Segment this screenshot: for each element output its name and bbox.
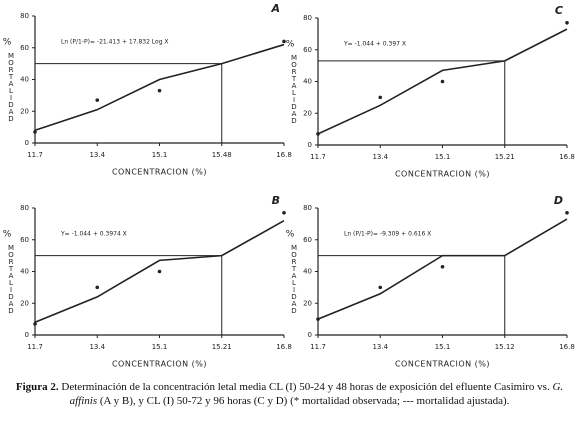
panel-label: D <box>554 194 563 207</box>
y-tick-label: 60 <box>20 236 29 244</box>
observed-point <box>157 269 162 274</box>
y-tick-label: 0 <box>308 141 312 149</box>
reference-line <box>318 255 506 335</box>
fitted-line <box>34 43 285 132</box>
observed-point <box>95 98 100 102</box>
observed-point <box>33 322 37 326</box>
y-axis-title: MORTALIDAD <box>7 52 15 122</box>
x-tick-label: 15.21 <box>495 153 515 161</box>
fitted-line <box>317 28 568 135</box>
caption-label: Figura 2. <box>15 381 59 393</box>
x-tick-label: 16.8 <box>559 343 575 351</box>
y-tick-label: 80 <box>20 12 29 20</box>
y-tick-label: 0 <box>308 331 312 339</box>
x-tick-label: 11.7 <box>310 153 326 161</box>
x-tick-label: 16.8 <box>276 343 292 351</box>
y-tick-label: 80 <box>303 14 312 22</box>
caption: Figura 2. Determinación de la concentrac… <box>10 380 569 408</box>
observed-point <box>440 264 445 269</box>
fitted-line <box>34 220 285 324</box>
x-axis-title: CONCENTRACION (%) <box>395 360 490 369</box>
y-tick-label: 60 <box>303 46 312 54</box>
equation: Ln (P/1-P)= -21.413 + 17.832 Log X <box>61 39 169 46</box>
y-tick-label: 20 <box>20 299 29 307</box>
y-axis-title: MORTALIDAD <box>7 244 15 314</box>
panel-label: C <box>555 4 563 17</box>
y-tick-label: 40 <box>303 268 312 276</box>
y-tick-label: 0 <box>25 139 29 147</box>
observed-point <box>282 39 286 44</box>
y-tick-label: 40 <box>303 78 312 86</box>
x-tick-label: 13.4 <box>89 151 105 159</box>
y-axis-title: MORTALIDAD <box>290 244 298 314</box>
x-tick-label: 15.1 <box>435 153 451 161</box>
y-tick-label: 60 <box>303 236 312 244</box>
x-axis-title: CONCENTRACION (%) <box>112 168 207 177</box>
x-tick-label: 15.1 <box>152 343 168 351</box>
observed-point <box>157 88 162 93</box>
equation: Y= -1.044 + 0.397 X <box>343 41 406 48</box>
fitted-line <box>317 218 568 320</box>
equation: Y= -1.044 + 0.3974 X <box>60 231 127 238</box>
observed-point <box>565 20 569 25</box>
caption-species: G. affinis <box>69 381 564 407</box>
observed-point <box>282 210 286 215</box>
x-tick-label: 11.7 <box>27 151 43 159</box>
reference-line <box>35 255 223 335</box>
x-tick-label: 15.1 <box>435 343 451 351</box>
panel-label: A <box>270 2 280 15</box>
y-axis-title: MORTALIDAD <box>290 54 298 124</box>
reference-line <box>35 63 223 143</box>
x-tick-label: 13.4 <box>89 343 105 351</box>
y-tick-label: 80 <box>303 204 312 212</box>
x-tick-label: 15.1 <box>152 151 168 159</box>
x-axis-title: CONCENTRACION (%) <box>112 360 207 369</box>
y-tick-label: 20 <box>20 107 29 115</box>
x-tick-label: 16.8 <box>559 153 575 161</box>
y-tick-label: 0 <box>25 331 29 339</box>
x-axis-title: CONCENTRACION (%) <box>395 170 490 179</box>
y-tick-label: 80 <box>20 204 29 212</box>
y-axis-unit: % <box>3 230 12 240</box>
x-tick-label: 15.48 <box>212 151 232 159</box>
caption-text: (A y B), y CL (I) 50-72 y 96 horas (C y … <box>97 395 510 407</box>
y-tick-label: 40 <box>20 268 29 276</box>
y-axis-unit: % <box>286 40 295 50</box>
y-tick-label: 20 <box>303 109 312 117</box>
x-tick-label: 15.21 <box>212 343 232 351</box>
observed-point <box>565 210 569 215</box>
x-tick-label: 13.4 <box>372 343 388 351</box>
y-axis-unit: % <box>286 230 295 240</box>
observed-point <box>440 79 445 84</box>
equation: Ln (P/1-P)= -9.309 + 0.616 X <box>344 231 431 238</box>
y-tick-label: 20 <box>303 299 312 307</box>
caption-text: Determinación de la concentración letal … <box>58 381 553 393</box>
observed-point <box>33 130 37 134</box>
x-tick-label: 11.7 <box>27 343 43 351</box>
charts: 0 20 40 60 80 11.7 13.4 15.1 15.48 16.8 CONCENTRAC… <box>3 2 575 369</box>
observed-point <box>95 285 100 290</box>
panel-label: B <box>272 194 280 207</box>
y-tick-label: 40 <box>20 76 29 84</box>
x-tick-label: 16.8 <box>276 151 292 159</box>
x-tick-label: 13.4 <box>372 153 388 161</box>
x-tick-label: 15.12 <box>495 343 515 351</box>
y-tick-label: 60 <box>20 44 29 52</box>
observed-point <box>378 95 383 100</box>
y-axis-unit: % <box>3 38 12 48</box>
observed-point <box>378 285 383 290</box>
x-tick-label: 11.7 <box>310 343 326 351</box>
reference-line <box>318 60 506 145</box>
